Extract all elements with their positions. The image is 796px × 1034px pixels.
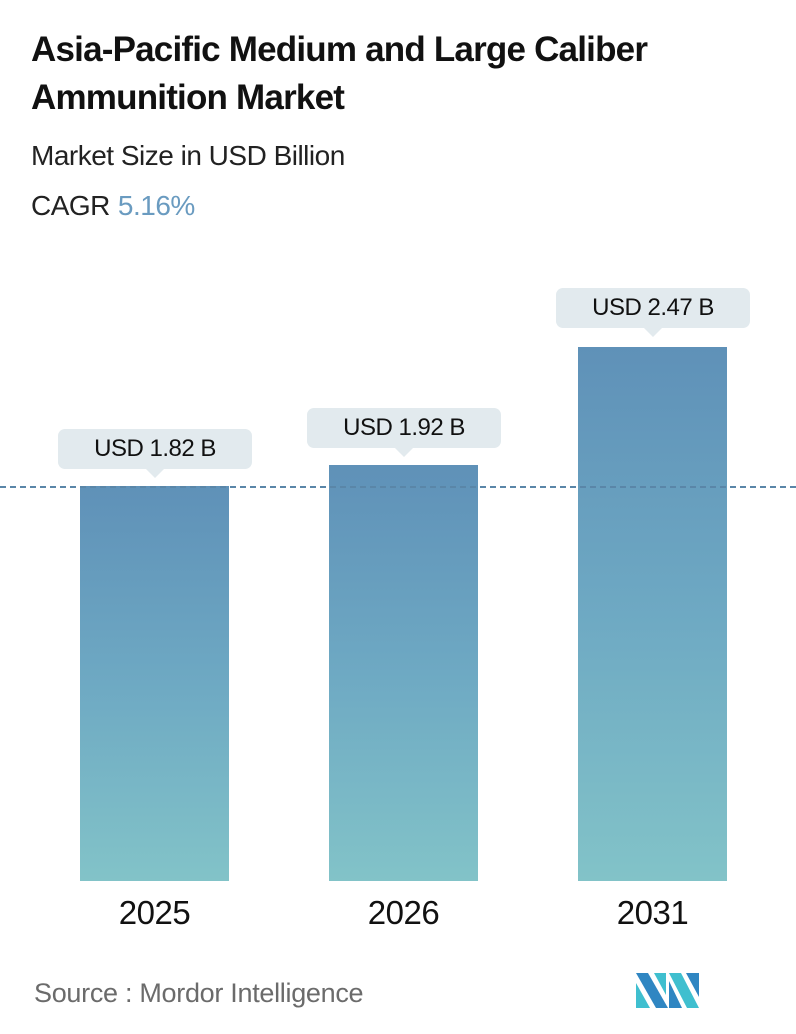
x-tick-2031: 2031 — [616, 894, 689, 931]
source-text: Source : Mordor Intelligence — [34, 978, 364, 1008]
mordor-intelligence-logo-icon — [636, 973, 699, 1008]
data-label-2031: USD 2.47 B — [556, 288, 750, 337]
x-tick-2026: 2026 — [367, 894, 440, 931]
data-label-2025: USD 1.82 B — [58, 429, 252, 478]
chart-title: Asia-Pacific Medium and Large Caliber Am… — [31, 30, 648, 117]
x-tick-2025: 2025 — [118, 894, 191, 931]
reference-dashed-line — [0, 486, 796, 488]
bar-2025 — [80, 486, 229, 881]
bar-2031 — [578, 347, 727, 881]
cagr-value: 5.16% — [117, 190, 195, 221]
cagr-label: CAGR — [31, 190, 110, 221]
bar-2026 — [329, 465, 478, 881]
chart-subtitle: Market Size in USD Billion — [31, 140, 345, 171]
cagr-row: CAGR 5.16% — [31, 190, 195, 222]
data-label-2026: USD 1.92 B — [307, 408, 501, 457]
